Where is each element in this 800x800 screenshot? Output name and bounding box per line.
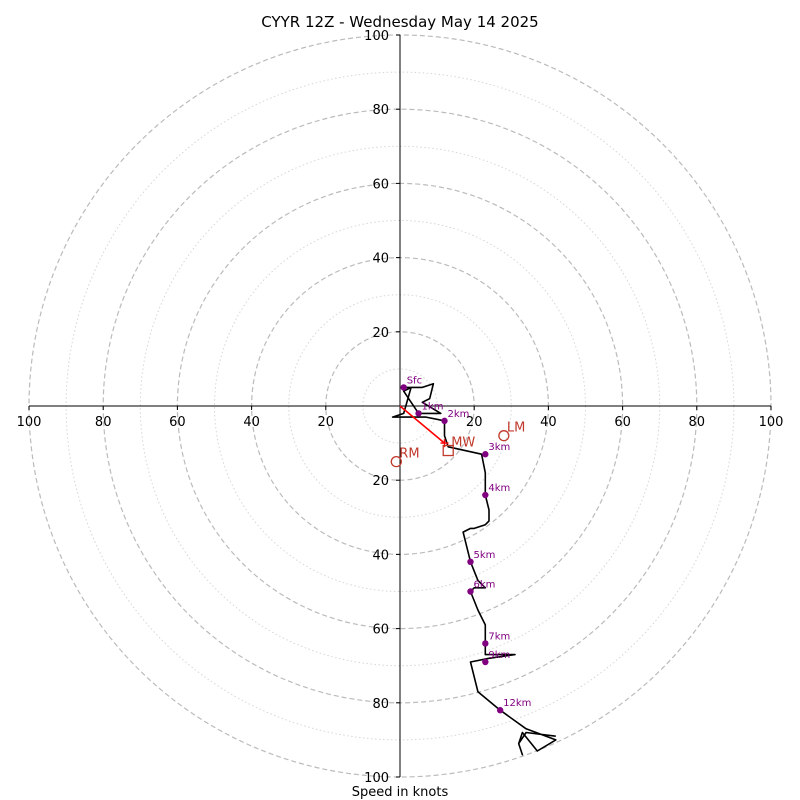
tick-labels: 100 80 60 40 20 20 40 60 80 100 100 80 60 40 20 20 40 60 8… [17,29,784,786]
height-marker-label: Sfc [407,375,422,386]
height-marker-label: 2km [448,409,470,420]
height-marker [482,658,489,666]
height-marker [415,410,422,417]
storm-motion-marker [498,430,510,442]
hodograph-trace [391,382,557,756]
height-marker-label: 12km [503,698,531,709]
x-tick-label: 20 [466,415,483,430]
height-markers: Sfc 1km 2km 3km 4km 5km 6km 7km 9km 12km [400,375,531,714]
x-tick-label: 80 [95,415,112,430]
x-tick-label: 80 [689,415,706,430]
x-axis-label: Speed in knots [352,785,449,800]
y-tick-label: 60 [372,177,389,192]
height-marker [482,491,489,499]
chart-title: CYYR 12Z - Wednesday May 14 2025 [261,13,538,31]
y-tick-label: 40 [372,548,389,563]
y-tick-label: 20 [372,326,389,341]
height-marker-label: 9km [488,650,510,661]
x-tick-label: 40 [243,415,260,430]
storm-motion-markers: LM RM MW [390,421,525,468]
height-marker [482,451,489,458]
storm-motion-label: RM [399,447,419,462]
height-marker-label: 7km [488,631,510,642]
height-marker-label: 5km [473,550,495,561]
x-tick-label: 100 [17,415,42,430]
height-marker-label: 3km [488,442,510,453]
height-marker [441,417,448,425]
height-marker [482,640,489,647]
storm-motion-label: MW [451,436,475,451]
x-tick-label: 20 [318,415,335,430]
height-marker [400,384,407,391]
x-tick-label: 60 [169,415,186,430]
x-tick-label: 100 [759,415,784,430]
mean-wind-vector [399,405,446,444]
hodograph-trace-group [391,382,557,756]
y-tick-label: 60 [372,623,389,638]
y-tick-label: 80 [372,103,389,118]
height-marker [467,588,474,595]
storm-motion-marker [442,444,454,457]
y-tick-label: 40 [372,252,389,267]
height-marker-label: 6km [473,580,495,591]
y-tick-label: 100 [364,29,389,44]
height-marker-label: 4km [488,483,510,494]
storm-motion-label: LM [507,421,525,436]
height-marker-label: 1km [422,401,444,412]
x-tick-label: 40 [540,415,557,430]
y-tick-label: 80 [372,697,389,712]
height-marker [496,707,504,714]
storm-motion-marker [390,455,402,468]
y-tick-label: 100 [364,771,389,786]
height-marker [467,558,474,566]
y-tick-label: 20 [372,474,389,489]
x-tick-label: 60 [614,415,631,430]
